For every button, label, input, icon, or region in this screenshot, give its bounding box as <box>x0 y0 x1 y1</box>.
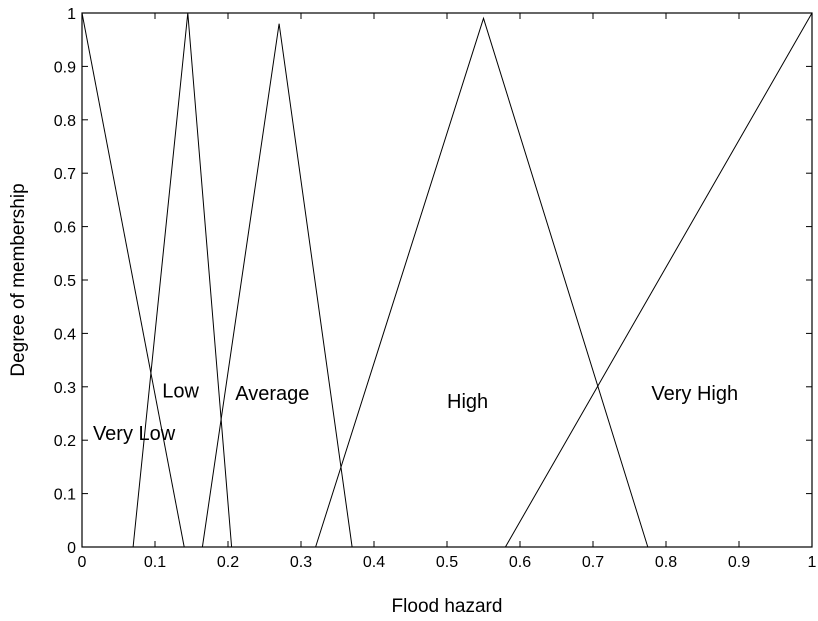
x-tick-label: 0.8 <box>655 554 677 571</box>
x-tick-label: 0.2 <box>217 554 239 571</box>
x-tick-label: 0.3 <box>290 554 312 571</box>
y-tick-label: 0 <box>67 540 76 557</box>
x-tick-label: 0.1 <box>144 554 166 571</box>
y-tick-label: 0.6 <box>54 220 76 237</box>
y-tick-label: 0.7 <box>54 166 76 183</box>
y-tick-label: 0.2 <box>54 433 76 450</box>
x-tick-label: 0.5 <box>436 554 458 571</box>
series-label-very-high: Very High <box>651 383 738 405</box>
y-tick-label: 0.3 <box>54 380 76 397</box>
y-tick-label: 0.4 <box>54 326 76 343</box>
series-line-high <box>315 16 649 548</box>
x-axis-title: Flood hazard <box>392 596 503 617</box>
x-tick-label: 0.9 <box>728 554 750 571</box>
series-label-low: Low <box>162 380 199 402</box>
series-label-high: High <box>447 391 488 413</box>
x-tick-label: 0.6 <box>509 554 531 571</box>
x-tick-label: 0 <box>78 554 87 571</box>
y-tick-label: 1 <box>67 6 76 23</box>
y-tick-label: 0.9 <box>54 59 76 76</box>
series-line-low <box>132 12 233 548</box>
x-tick-label: 1 <box>808 554 817 571</box>
plot-area <box>81 12 813 548</box>
series-line-very-high <box>504 12 813 548</box>
series-label-very-low: Very Low <box>93 423 176 445</box>
series-labels: Very Low Low Average High Very High <box>93 380 738 445</box>
series-lines <box>81 12 813 548</box>
series-line-very-low <box>81 12 185 548</box>
y-tick-label: 0.5 <box>54 273 76 290</box>
y-tick-label: 0.8 <box>54 113 76 130</box>
x-tick-label: 0.7 <box>582 554 604 571</box>
y-axis-title: Degree of membership <box>8 183 29 376</box>
x-tick-label: 0.4 <box>363 554 385 571</box>
axis-ticks <box>81 12 813 548</box>
y-tick-label: 0.1 <box>54 487 76 504</box>
series-line-average <box>201 23 353 548</box>
y-tick-labels: 0 0.1 0.2 0.3 0.4 0.5 0.6 0.7 0.8 0.9 1 <box>54 6 76 557</box>
x-tick-labels: 0 0.1 0.2 0.3 0.4 0.5 0.6 0.7 0.8 0.9 1 <box>78 554 817 571</box>
series-label-average: Average <box>235 383 309 405</box>
